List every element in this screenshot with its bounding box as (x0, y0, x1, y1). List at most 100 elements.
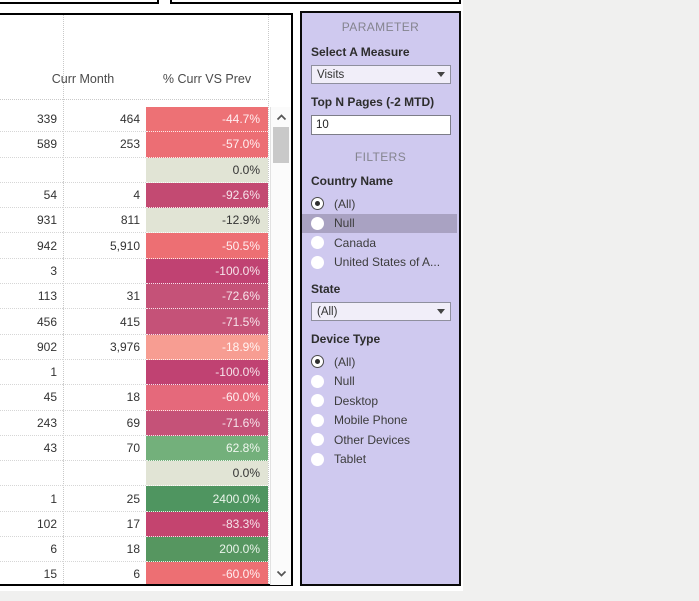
curr-month-cell[interactable]: 70 (63, 436, 146, 462)
prev-month-cell[interactable]: 1 (0, 486, 63, 512)
pct-curr-vs-prev-cell[interactable]: -100.0% (146, 258, 268, 285)
curr-month-cell[interactable]: 4 (63, 183, 146, 209)
table-row[interactable]: 15 6 -60.0% (0, 562, 268, 584)
radio-icon[interactable] (311, 355, 324, 369)
prev-month-cell[interactable]: 45 (0, 385, 63, 411)
curr-month-cell[interactable]: 69 (63, 411, 146, 436)
pct-curr-vs-prev-cell[interactable]: -44.7% (146, 107, 268, 133)
prev-month-cell[interactable]: 113 (0, 284, 63, 310)
table-row[interactable]: 942 5,910 -50.5% (0, 233, 268, 259)
curr-month-cell[interactable]: 5,910 (63, 233, 146, 259)
prev-month-cell[interactable]: 1 (0, 360, 63, 386)
table-row[interactable]: 45 18 -60.0% (0, 385, 268, 411)
pct-curr-vs-prev-cell[interactable]: 0.0% (146, 157, 268, 183)
pct-curr-vs-prev-cell[interactable]: -72.6% (146, 284, 268, 310)
table-row[interactable]: 6 18 200.0% (0, 537, 268, 563)
radio-option-device-tablet[interactable]: Tablet (302, 450, 459, 470)
scroll-down-button[interactable] (271, 565, 291, 581)
radio-option-device-all[interactable]: (All) (302, 352, 459, 372)
radio-option-country-null[interactable]: Null (302, 213, 457, 233)
radio-icon[interactable] (311, 236, 324, 250)
curr-month-cell[interactable] (63, 259, 146, 285)
prev-month-cell[interactable]: 15 (0, 562, 63, 584)
radio-icon[interactable] (311, 413, 324, 427)
table-row[interactable]: 589 253 -57.0% (0, 132, 268, 158)
top-n-input[interactable]: 10 (311, 115, 451, 135)
table-row[interactable]: 102 17 -83.3% (0, 511, 268, 538)
pct-curr-vs-prev-cell[interactable]: -71.5% (146, 309, 268, 335)
pct-curr-vs-prev-cell[interactable]: -100.0% (146, 359, 268, 386)
curr-month-cell[interactable]: 415 (63, 309, 146, 335)
prev-month-cell[interactable]: 43 (0, 436, 63, 462)
pct-curr-vs-prev-cell[interactable]: 62.8% (146, 435, 268, 462)
radio-icon[interactable] (311, 216, 324, 230)
table-row[interactable]: 43 70 62.8% (0, 435, 268, 462)
curr-month-cell[interactable] (63, 360, 146, 386)
radio-option-country-canada[interactable]: Canada (302, 233, 459, 253)
prev-month-cell[interactable]: 589 (0, 132, 63, 158)
pct-curr-vs-prev-cell[interactable]: 0.0% (146, 461, 268, 487)
table-row[interactable]: 113 31 -72.6% (0, 284, 268, 310)
prev-month-cell[interactable]: 54 (0, 183, 63, 209)
pct-curr-vs-prev-cell[interactable]: -92.6% (146, 182, 268, 209)
curr-month-cell[interactable]: 811 (63, 208, 146, 234)
prev-month-cell[interactable]: 6 (0, 537, 63, 563)
curr-month-cell[interactable] (63, 461, 146, 487)
table-row[interactable]: 456 415 -71.5% (0, 309, 268, 335)
state-dropdown[interactable]: (All) (311, 302, 451, 321)
prev-month-cell[interactable]: 339 (0, 107, 63, 133)
curr-month-cell[interactable]: 25 (63, 486, 146, 512)
pct-curr-vs-prev-cell[interactable]: -50.5% (146, 233, 268, 259)
curr-month-cell[interactable] (63, 158, 146, 183)
table-row[interactable]: 1 25 2400.0% (0, 486, 268, 512)
pct-curr-vs-prev-cell[interactable]: -71.6% (146, 410, 268, 436)
curr-month-cell[interactable]: 464 (63, 107, 146, 133)
table-row[interactable]: 0.0% (0, 157, 268, 183)
prev-month-cell[interactable] (0, 461, 63, 487)
measure-dropdown[interactable]: Visits (311, 65, 451, 84)
curr-month-cell[interactable]: 18 (63, 385, 146, 411)
table-row[interactable]: 54 4 -92.6% (0, 182, 268, 209)
curr-month-cell[interactable]: 31 (63, 284, 146, 310)
table-row[interactable]: 0.0% (0, 461, 268, 487)
prev-month-cell[interactable]: 102 (0, 512, 63, 538)
pct-curr-vs-prev-cell[interactable]: -57.0% (146, 132, 268, 158)
radio-icon[interactable] (311, 197, 324, 211)
scroll-up-button[interactable] (271, 109, 291, 125)
prev-month-cell[interactable] (0, 158, 63, 183)
curr-month-cell[interactable]: 3,976 (63, 335, 146, 360)
radio-icon[interactable] (311, 374, 324, 388)
pct-curr-vs-prev-cell[interactable]: 2400.0% (146, 486, 268, 512)
prev-month-cell[interactable]: 456 (0, 309, 63, 335)
radio-option-device-null[interactable]: Null (302, 372, 459, 392)
radio-option-country-all[interactable]: (All) (302, 194, 459, 214)
column-header-curr-month[interactable]: Curr Month (51, 72, 115, 86)
prev-month-cell[interactable]: 902 (0, 335, 63, 360)
table-row[interactable]: 243 69 -71.6% (0, 410, 268, 436)
radio-icon[interactable] (311, 433, 324, 447)
pct-curr-vs-prev-cell[interactable]: -18.9% (146, 334, 268, 360)
column-header-pct-curr-vs-prev[interactable]: % Curr VS Prev (162, 72, 252, 86)
curr-month-cell[interactable]: 253 (63, 132, 146, 158)
radio-option-device-desktop[interactable]: Desktop (302, 391, 459, 411)
table-row[interactable]: 902 3,976 -18.9% (0, 334, 268, 360)
pct-curr-vs-prev-cell[interactable]: -60.0% (146, 385, 268, 411)
curr-month-cell[interactable]: 17 (63, 512, 146, 538)
scrollbar-thumb[interactable] (273, 127, 289, 163)
radio-option-country-united-states-of-a[interactable]: United States of A... (302, 253, 459, 273)
table-row[interactable]: 3 -100.0% (0, 258, 268, 285)
pct-curr-vs-prev-cell[interactable]: -83.3% (146, 511, 268, 538)
radio-option-device-mobile-phone[interactable]: Mobile Phone (302, 411, 459, 431)
prev-month-cell[interactable]: 931 (0, 208, 63, 234)
prev-month-cell[interactable]: 3 (0, 259, 63, 285)
radio-icon[interactable] (311, 394, 324, 408)
curr-month-cell[interactable]: 18 (63, 537, 146, 563)
table-row[interactable]: 1 -100.0% (0, 359, 268, 386)
radio-icon[interactable] (311, 452, 324, 466)
table-scrollbar[interactable] (270, 107, 291, 585)
pct-curr-vs-prev-cell[interactable]: 200.0% (146, 537, 268, 563)
table-row[interactable]: 931 811 -12.9% (0, 208, 268, 234)
pct-curr-vs-prev-cell[interactable]: -12.9% (146, 208, 268, 234)
pct-curr-vs-prev-cell[interactable]: -60.0% (146, 562, 268, 584)
curr-month-cell[interactable]: 6 (63, 562, 146, 584)
